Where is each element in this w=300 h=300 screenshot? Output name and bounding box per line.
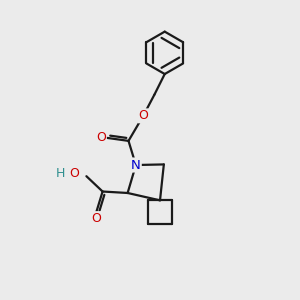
Text: H: H (56, 167, 65, 180)
Text: N: N (131, 158, 141, 172)
Text: O: O (138, 109, 148, 122)
Text: O: O (96, 131, 106, 144)
Text: O: O (91, 212, 101, 225)
Text: O: O (69, 167, 79, 180)
